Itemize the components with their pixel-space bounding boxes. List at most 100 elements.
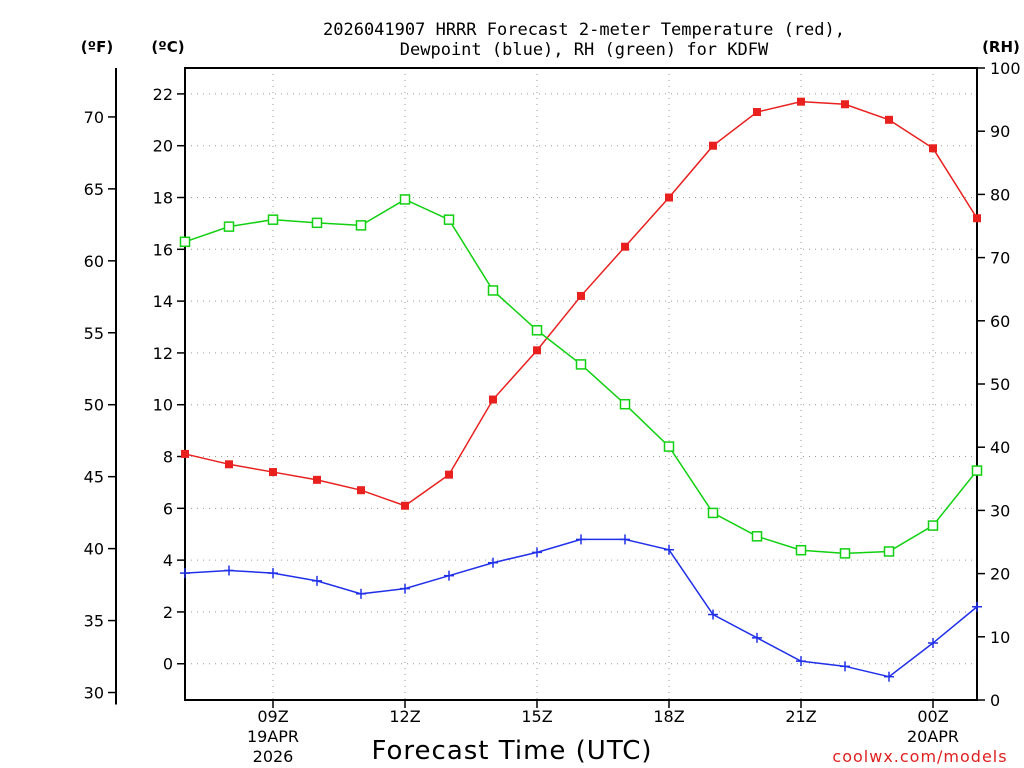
celsius-tick-label: 12 [153, 344, 173, 363]
dewpoint-point [180, 568, 190, 579]
fahrenheit-tick-label: 65 [84, 180, 104, 199]
rh-point [487, 285, 499, 296]
series-line-rh [184, 198, 978, 555]
x-tick-year: 2026 [253, 747, 294, 766]
rh-tick-label: 100 [990, 59, 1021, 78]
dewpoint-point [620, 534, 630, 545]
data-series [179, 97, 983, 682]
rh-point [399, 194, 411, 205]
rh-tick-label: 70 [990, 249, 1010, 268]
dewpoint-point [400, 583, 410, 594]
rh-point [883, 546, 895, 557]
temperature-point [445, 470, 453, 479]
fahrenheit-axis-unit: (ºF) [81, 38, 113, 56]
fahrenheit-tick-label: 50 [84, 396, 104, 415]
series-line-temperature [184, 100, 978, 507]
rh-point [267, 214, 279, 225]
temperature-point [885, 115, 893, 124]
chart-title-line2: Dewpoint (blue), RH (green) for KDFW [400, 40, 769, 60]
celsius-tick-label: 16 [153, 240, 173, 259]
temperature-point [577, 291, 585, 300]
rh-tick-label: 20 [990, 565, 1010, 584]
x-tick-label: 15Z [521, 707, 552, 726]
temperature-point [973, 214, 981, 223]
dewpoint-point [928, 638, 938, 649]
x-tick-label: 21Z [785, 707, 816, 726]
rh-point [839, 548, 851, 559]
x-tick-label: 12Z [389, 707, 420, 726]
temperature-point [181, 449, 189, 458]
rh-point [927, 520, 939, 531]
celsius-tick-label: 22 [153, 85, 173, 104]
dewpoint-point [884, 671, 894, 682]
rh-point [751, 531, 763, 542]
temperature-point [313, 475, 321, 484]
rh-tick-label: 30 [990, 501, 1010, 520]
celsius-tick-label: 0 [163, 655, 173, 674]
temperature-point [401, 501, 409, 510]
x-tick-label: 00Z [917, 707, 948, 726]
celsius-tick-label: 20 [153, 137, 173, 156]
x-tick-date: 19APR [247, 727, 299, 746]
rh-point [223, 221, 235, 232]
dewpoint-point [972, 601, 982, 612]
temperature-point [929, 144, 937, 153]
fahrenheit-tick-label: 45 [84, 468, 104, 487]
x-tick-label: 09Z [257, 707, 288, 726]
rh-tick-label: 10 [990, 628, 1010, 647]
dewpoint-point [840, 661, 850, 672]
dewpoint-point [664, 544, 674, 555]
plot-frame [184, 67, 978, 701]
dewpoint-point [312, 575, 322, 586]
temperature-point [357, 486, 365, 495]
dewpoint-point [356, 588, 366, 599]
rh-point [575, 359, 587, 370]
dewpoint-point [488, 557, 498, 568]
temperature-point [841, 100, 849, 109]
credit-link[interactable]: coolwx.com/models [832, 747, 1007, 766]
rh-point [663, 441, 675, 452]
rh-tick-label: 90 [990, 122, 1010, 141]
rh-tick-label: 0 [990, 691, 1000, 710]
rh-point [531, 325, 543, 336]
celsius-tick-label: 18 [153, 189, 173, 208]
rh-tick-label: 80 [990, 185, 1010, 204]
rh-point [443, 214, 455, 225]
dewpoint-point [576, 534, 586, 545]
celsius-tick-label: 4 [163, 551, 173, 570]
rh-point [179, 236, 191, 248]
celsius-axis-unit: (ºC) [151, 38, 184, 56]
rh-tick-label: 40 [990, 438, 1010, 457]
temperature-point [489, 395, 497, 404]
rh-tick-label: 50 [990, 375, 1010, 394]
x-tick-label: 18Z [653, 707, 684, 726]
dewpoint-point [708, 609, 718, 620]
dewpoint-point [268, 568, 278, 579]
rh-tick-label: 60 [990, 312, 1010, 331]
rh-axis-unit: (RH) [982, 38, 1020, 56]
temperature-point [225, 460, 233, 469]
fahrenheit-tick-label: 40 [84, 540, 104, 559]
x-axis-label: Forecast Time (UTC) [371, 736, 652, 766]
temperature-point [269, 468, 277, 477]
rh-point [707, 507, 719, 519]
temperature-point [665, 193, 673, 202]
temperature-point [753, 108, 761, 117]
series-temperature [181, 97, 981, 510]
rh-point [355, 220, 367, 231]
rh-point [971, 465, 983, 476]
fahrenheit-tick-label: 60 [84, 252, 104, 271]
fahrenheit-tick-label: 70 [84, 108, 104, 127]
dewpoint-point [444, 570, 454, 581]
x-tick-date: 20APR [907, 727, 959, 746]
temperature-point [533, 346, 541, 355]
celsius-tick-label: 14 [153, 292, 173, 311]
temperature-point [709, 141, 717, 150]
series-rh [179, 194, 983, 559]
dewpoint-point [532, 547, 542, 558]
celsius-tick-label: 2 [163, 603, 173, 622]
temperature-point [797, 97, 805, 106]
rh-point [311, 217, 323, 229]
gridlines [185, 68, 977, 700]
